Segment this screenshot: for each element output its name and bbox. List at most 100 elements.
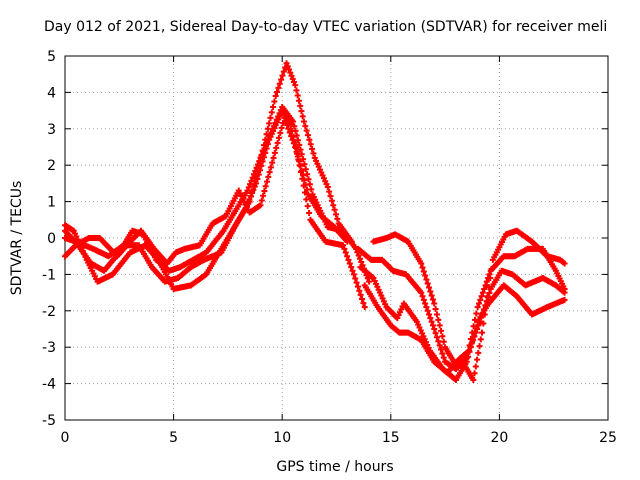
- y-tick-label: 4: [47, 85, 56, 101]
- data-point: [247, 193, 254, 200]
- data-point: [268, 109, 275, 116]
- data-point: [356, 287, 363, 294]
- data-point: [471, 333, 478, 340]
- data-point: [290, 118, 297, 125]
- data-point: [279, 72, 286, 79]
- data-point: [266, 120, 273, 127]
- data-point: [469, 329, 476, 336]
- data-point: [479, 289, 486, 296]
- data-point: [278, 124, 285, 131]
- data-point: [300, 118, 307, 125]
- data-point: [418, 289, 425, 296]
- data-point: [331, 206, 338, 213]
- data-point: [263, 178, 270, 185]
- data-point: [298, 151, 305, 158]
- data-point: [354, 283, 361, 290]
- data-point: [478, 314, 485, 321]
- data-point: [488, 265, 495, 272]
- y-tick-label: 1: [47, 195, 56, 211]
- series-track-4: [62, 114, 351, 267]
- data-point: [261, 188, 268, 195]
- data-point: [432, 330, 439, 337]
- data-point: [332, 211, 339, 218]
- data-point: [266, 169, 273, 176]
- data-point: [293, 148, 300, 155]
- data-point: [561, 285, 568, 292]
- data-point: [357, 291, 364, 298]
- data-point: [341, 245, 348, 252]
- data-point: [431, 326, 438, 332]
- data-point: [290, 79, 297, 85]
- data-point: [483, 278, 490, 285]
- data-point: [289, 75, 296, 82]
- data-point: [254, 168, 261, 175]
- data-point: [277, 129, 284, 136]
- data-point: [298, 167, 305, 174]
- data-point: [438, 346, 445, 353]
- y-axis-label: SDTVAR / TECUs: [9, 181, 25, 296]
- x-axis-label: GPS time / hours: [276, 459, 393, 475]
- data-point: [439, 350, 446, 357]
- data-point: [283, 60, 290, 67]
- x-tick-label: 0: [61, 430, 70, 446]
- data-point: [292, 82, 299, 89]
- data-point: [349, 267, 356, 274]
- data-point: [436, 342, 443, 349]
- data-point: [282, 118, 289, 125]
- data-point: [476, 318, 483, 325]
- data-point: [297, 102, 304, 109]
- data-point: [360, 300, 367, 307]
- data-point: [262, 183, 269, 190]
- data-point: [298, 108, 305, 115]
- x-tick-label: 15: [382, 430, 400, 446]
- data-point: [440, 338, 447, 345]
- y-tick-label: 2: [47, 158, 56, 174]
- y-tick-label: -3: [42, 340, 56, 356]
- data-point: [278, 76, 285, 83]
- data-point: [419, 293, 426, 300]
- grid: [65, 56, 608, 420]
- data-point: [475, 300, 482, 307]
- data-point: [423, 304, 430, 311]
- data-point: [426, 284, 433, 291]
- data-point: [264, 125, 271, 132]
- data-point: [466, 342, 473, 349]
- data-point: [273, 116, 280, 123]
- data-point: [346, 260, 353, 267]
- data-point: [304, 171, 311, 178]
- data-point: [280, 68, 287, 75]
- data-point: [300, 172, 307, 179]
- data-point: [355, 252, 362, 259]
- data-point: [467, 336, 474, 343]
- data-point: [330, 202, 337, 209]
- data-point: [484, 293, 491, 300]
- data-point: [294, 92, 301, 99]
- data-point: [418, 260, 425, 267]
- data-point: [303, 127, 310, 134]
- data-point: [288, 72, 295, 79]
- data-point: [470, 376, 477, 383]
- data-point: [266, 132, 273, 139]
- data-point: [291, 123, 298, 130]
- data-point: [271, 149, 278, 156]
- data-point: [284, 63, 291, 70]
- data-point: [260, 192, 267, 199]
- data-point: [246, 198, 253, 205]
- data-point: [295, 137, 302, 144]
- data-point: [304, 132, 311, 139]
- data-point: [480, 306, 487, 313]
- data-point: [245, 184, 252, 191]
- data-point: [255, 162, 262, 169]
- data-point: [253, 173, 260, 180]
- data-point: [433, 311, 440, 318]
- data-point: [259, 147, 266, 154]
- data-point: [429, 322, 436, 329]
- data-point: [344, 253, 351, 260]
- data-point: [435, 316, 442, 323]
- data-point: [472, 363, 479, 370]
- data-point: [561, 296, 568, 303]
- data-point: [301, 177, 308, 184]
- chart-title: Day 012 of 2021, Sidereal Day-to-day VTE…: [44, 19, 607, 35]
- data-point: [334, 215, 341, 222]
